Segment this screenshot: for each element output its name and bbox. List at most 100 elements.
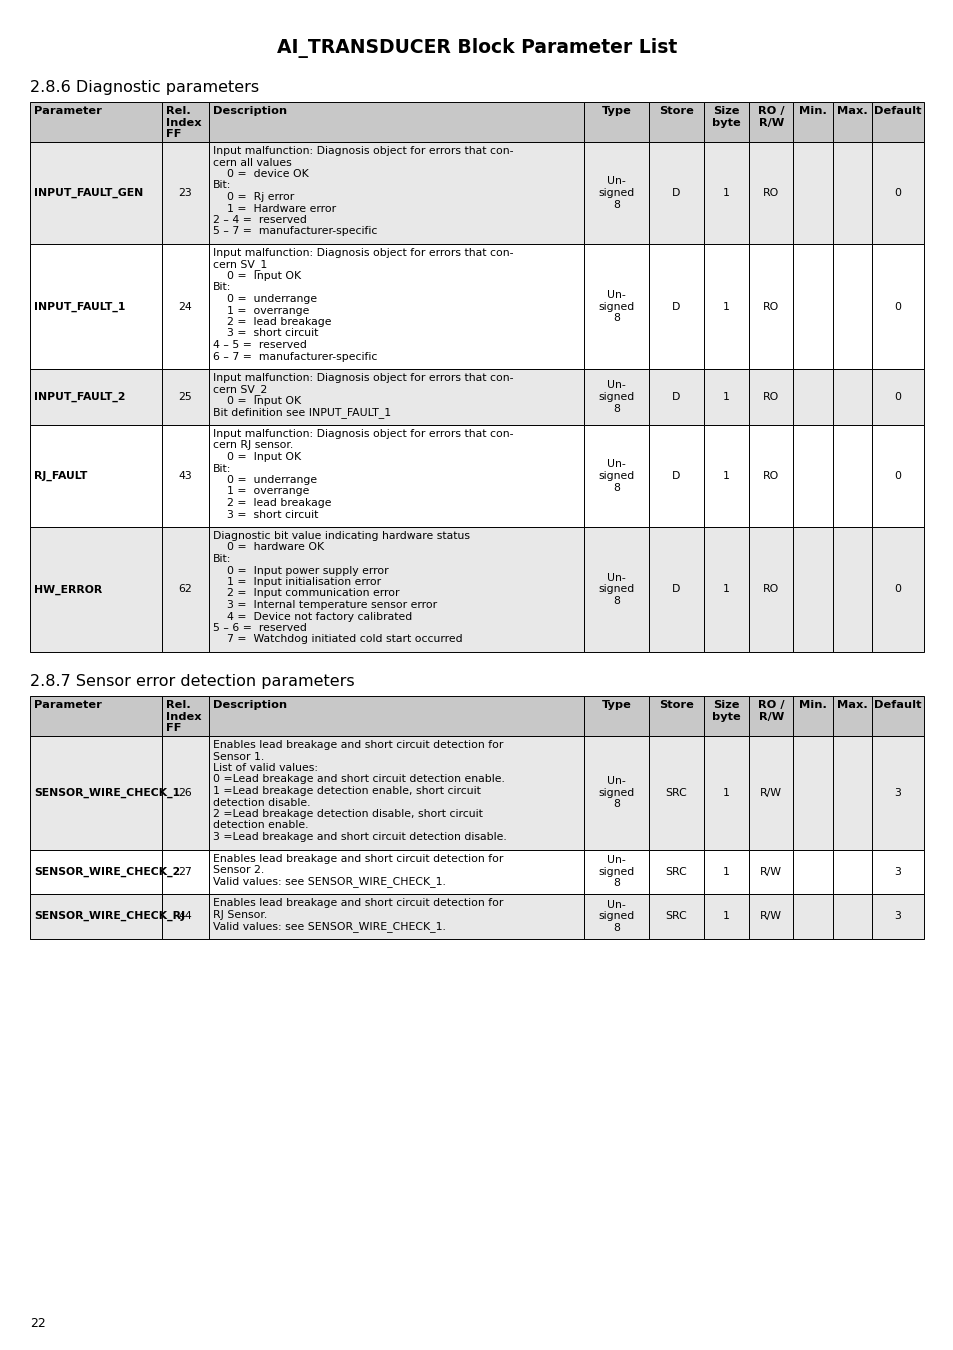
Bar xyxy=(30,425,162,526)
Bar xyxy=(793,736,832,849)
Text: 1 =  overrange: 1 = overrange xyxy=(213,305,309,316)
Text: 0 =  underrange: 0 = underrange xyxy=(213,294,316,304)
Text: INPUT_FAULT_1: INPUT_FAULT_1 xyxy=(34,301,125,312)
Bar xyxy=(583,697,648,736)
Bar xyxy=(648,849,703,894)
Text: D: D xyxy=(672,188,679,198)
Text: detection enable.: detection enable. xyxy=(213,821,308,830)
Text: 1: 1 xyxy=(722,911,729,921)
Text: Bit:: Bit: xyxy=(213,554,231,564)
Text: D: D xyxy=(672,471,679,481)
Bar xyxy=(748,425,793,526)
Text: 0: 0 xyxy=(894,301,901,312)
Bar xyxy=(648,736,703,849)
Text: SRC: SRC xyxy=(665,788,686,798)
Text: SRC: SRC xyxy=(665,911,686,921)
Text: 0 =  Rj error: 0 = Rj error xyxy=(213,192,294,202)
Bar xyxy=(648,894,703,938)
Bar xyxy=(748,849,793,894)
Bar xyxy=(871,103,923,142)
Bar xyxy=(162,103,209,142)
Text: 27: 27 xyxy=(178,867,193,876)
Bar xyxy=(583,849,648,894)
Bar xyxy=(832,849,871,894)
Bar xyxy=(209,369,583,425)
Text: Parameter: Parameter xyxy=(34,107,102,116)
Text: 4 =  Device not factory calibrated: 4 = Device not factory calibrated xyxy=(213,612,412,621)
Text: D: D xyxy=(672,301,679,312)
Text: 1 =  Input initialisation error: 1 = Input initialisation error xyxy=(213,576,380,587)
Bar xyxy=(648,142,703,244)
Text: Min.: Min. xyxy=(799,107,826,116)
Text: 24: 24 xyxy=(178,301,193,312)
Bar xyxy=(703,736,748,849)
Text: Bit definition see INPUT_FAULT_1: Bit definition see INPUT_FAULT_1 xyxy=(213,408,391,418)
Text: Un-
signed
8: Un- signed 8 xyxy=(598,290,634,323)
Text: 0 =  underrange: 0 = underrange xyxy=(213,475,316,485)
Text: 2.8.6 Diagnostic parameters: 2.8.6 Diagnostic parameters xyxy=(30,80,259,94)
Text: Un-
signed
8: Un- signed 8 xyxy=(598,177,634,209)
Text: 0: 0 xyxy=(894,392,901,402)
Bar xyxy=(209,244,583,369)
Bar xyxy=(162,526,209,652)
Bar xyxy=(793,103,832,142)
Bar xyxy=(583,244,648,369)
Bar xyxy=(703,697,748,736)
Text: 0: 0 xyxy=(894,585,901,594)
Text: SENSOR_WIRE_CHECK_1: SENSOR_WIRE_CHECK_1 xyxy=(34,787,180,798)
Text: 3: 3 xyxy=(894,867,901,876)
Text: R/W: R/W xyxy=(760,788,781,798)
Text: Description: Description xyxy=(213,107,287,116)
Text: 1 =  Hardware error: 1 = Hardware error xyxy=(213,204,335,213)
Text: D: D xyxy=(672,585,679,594)
Bar xyxy=(648,369,703,425)
Text: List of valid values:: List of valid values: xyxy=(213,763,317,774)
Text: 1: 1 xyxy=(722,188,729,198)
Bar xyxy=(832,425,871,526)
Text: 1: 1 xyxy=(722,585,729,594)
Bar xyxy=(583,736,648,849)
Bar xyxy=(793,894,832,938)
Text: Rel.
Index
FF: Rel. Index FF xyxy=(166,701,202,733)
Text: 6 – 7 =  manufacturer-specific: 6 – 7 = manufacturer-specific xyxy=(213,351,376,362)
Bar xyxy=(793,425,832,526)
Text: Sensor 2.: Sensor 2. xyxy=(213,865,264,875)
Text: 3 =  short circuit: 3 = short circuit xyxy=(213,328,318,339)
Bar xyxy=(648,244,703,369)
Text: Enables lead breakage and short circuit detection for: Enables lead breakage and short circuit … xyxy=(213,740,502,751)
Text: RO: RO xyxy=(762,471,779,481)
Bar xyxy=(209,526,583,652)
Text: cern SV_1: cern SV_1 xyxy=(213,259,267,270)
Text: RO: RO xyxy=(762,188,779,198)
Text: RO: RO xyxy=(762,585,779,594)
Bar xyxy=(793,849,832,894)
Text: 0 =  Input power supply error: 0 = Input power supply error xyxy=(213,566,388,575)
Text: Description: Description xyxy=(213,701,287,710)
Bar xyxy=(703,526,748,652)
Text: RO: RO xyxy=(762,392,779,402)
Bar xyxy=(703,142,748,244)
Bar xyxy=(583,526,648,652)
Text: 5 – 7 =  manufacturer-specific: 5 – 7 = manufacturer-specific xyxy=(213,227,376,236)
Bar xyxy=(162,736,209,849)
Bar xyxy=(648,697,703,736)
Bar xyxy=(703,849,748,894)
Text: 0: 0 xyxy=(894,188,901,198)
Text: 7 =  Watchdog initiated cold start occurred: 7 = Watchdog initiated cold start occurr… xyxy=(213,634,462,644)
Text: Bit:: Bit: xyxy=(213,181,231,190)
Text: RO /
R/W: RO / R/W xyxy=(757,107,783,128)
Text: RJ Sensor.: RJ Sensor. xyxy=(213,910,267,919)
Text: Input malfunction: Diagnosis object for errors that con-: Input malfunction: Diagnosis object for … xyxy=(213,248,513,258)
Text: 2.8.7 Sensor error detection parameters: 2.8.7 Sensor error detection parameters xyxy=(30,674,355,688)
Bar xyxy=(30,244,162,369)
Bar xyxy=(209,894,583,938)
Text: Diagnostic bit value indicating hardware status: Diagnostic bit value indicating hardware… xyxy=(213,531,469,541)
Bar xyxy=(703,369,748,425)
Bar xyxy=(793,142,832,244)
Bar xyxy=(162,849,209,894)
Bar xyxy=(162,369,209,425)
Bar xyxy=(209,849,583,894)
Text: Min.: Min. xyxy=(799,701,826,710)
Text: 3 =  Internal temperature sensor error: 3 = Internal temperature sensor error xyxy=(213,599,436,610)
Text: Valid values: see SENSOR_WIRE_CHECK_1.: Valid values: see SENSOR_WIRE_CHECK_1. xyxy=(213,921,445,931)
